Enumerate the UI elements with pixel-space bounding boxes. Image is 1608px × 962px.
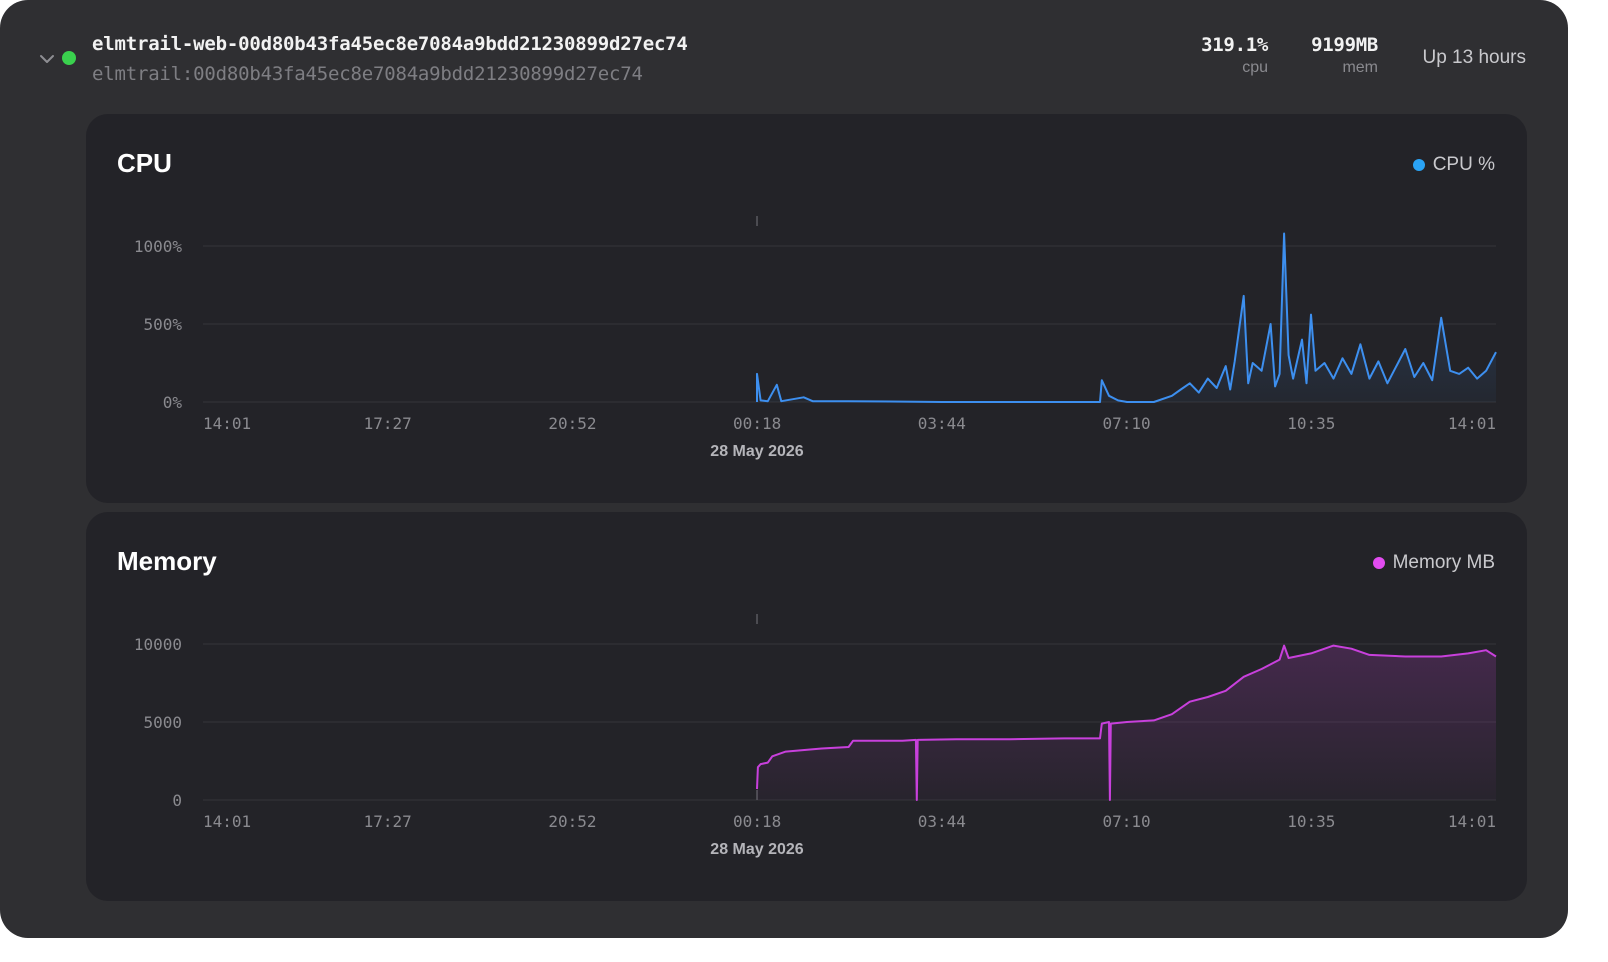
- mem-stat-value: 9199MB: [1311, 34, 1378, 56]
- memory-date-label: 28 May 2026: [710, 841, 804, 858]
- cpu-date-label: 28 May 2026: [710, 443, 804, 460]
- cpu-legend: CPU %: [1412, 154, 1495, 176]
- cpu-y-tick-label: 500%: [143, 315, 182, 334]
- memory-chart: 10000 5000 0 14:01 17:27 20:52 00:18 03:44 07:10…: [134, 614, 1497, 858]
- cpu-y-tick-label: 0%: [163, 393, 183, 412]
- memory-x-tick-label: 20:52: [548, 812, 596, 831]
- container-header: elmtrail-web-00d80b43fa45ec8e7084a9bdd21…: [0, 0, 1568, 110]
- memory-series-line: [756, 644, 1497, 801]
- cpu-series-line: [756, 232, 1497, 403]
- cpu-chart: 1000% 500% 0% 14:01 17:27 20:52 00:18 03:44 07:1…: [134, 216, 1497, 460]
- cpu-area-fill: [757, 233, 1496, 402]
- memory-panel-title: Memory: [117, 546, 217, 576]
- cpu-x-tick-label: 07:10: [1102, 414, 1150, 433]
- memory-y-tick-label: 5000: [143, 713, 182, 732]
- memory-y-tick-label: 10000: [134, 635, 182, 654]
- cpu-y-tick-label: 1000%: [134, 237, 183, 256]
- uptime-text: Up 13 hours: [1422, 47, 1526, 68]
- mem-stat-label: mem: [1342, 59, 1378, 76]
- memory-legend-dot: [1372, 557, 1385, 569]
- memory-legend-label: Memory MB: [1392, 552, 1495, 573]
- cpu-panel: CPU CPU % 1000% 500% 0% 14:01 17:27 20:52 00:1…: [86, 114, 1527, 503]
- cpu-x-tick-label: 14:01: [1448, 414, 1496, 433]
- cpu-x-tick-label: 00:18: [733, 414, 781, 433]
- memory-x-tick-label: 17:27: [364, 812, 412, 831]
- cpu-stat-value: 319.1%: [1201, 34, 1268, 56]
- memory-x-tick-label: 10:35: [1287, 812, 1335, 831]
- memory-x-tick-label: 07:10: [1102, 812, 1150, 831]
- memory-y-tick-label: 0: [172, 791, 182, 810]
- memory-x-tick-label: 00:18: [733, 812, 781, 831]
- running-status-dot: [62, 51, 76, 65]
- chevron-down-icon[interactable]: [38, 50, 56, 68]
- memory-x-tick-label: 14:01: [203, 812, 251, 831]
- cpu-x-tick-label: 17:27: [364, 414, 412, 433]
- memory-panel: Memory Memory MB 10000 5000 0 14:01 17:27 20:…: [86, 512, 1527, 901]
- container-image: elmtrail:00d80b43fa45ec8e7084a9bdd212308…: [92, 63, 643, 85]
- cpu-x-tick-label: 03:44: [918, 414, 966, 433]
- memory-legend: Memory MB: [1372, 552, 1495, 574]
- container-name[interactable]: elmtrail-web-00d80b43fa45ec8e7084a9bdd21…: [92, 33, 688, 55]
- memory-x-tick-label: 14:01: [1448, 812, 1496, 831]
- container-window: elmtrail-web-00d80b43fa45ec8e7084a9bdd21…: [0, 0, 1568, 938]
- mem-stat: 9199MB mem: [1311, 34, 1378, 77]
- cpu-legend-label: CPU %: [1432, 154, 1495, 175]
- cpu-x-tick-label: 20:52: [548, 414, 596, 433]
- cpu-x-tick-label: 14:01: [203, 414, 251, 433]
- cpu-panel-title: CPU: [117, 148, 172, 178]
- cpu-stat: 319.1% cpu: [1201, 34, 1268, 77]
- cpu-legend-dot: [1412, 159, 1425, 171]
- cpu-x-tick-label: 10:35: [1287, 414, 1335, 433]
- cpu-stat-label: cpu: [1242, 59, 1268, 76]
- memory-x-tick-label: 03:44: [918, 812, 966, 831]
